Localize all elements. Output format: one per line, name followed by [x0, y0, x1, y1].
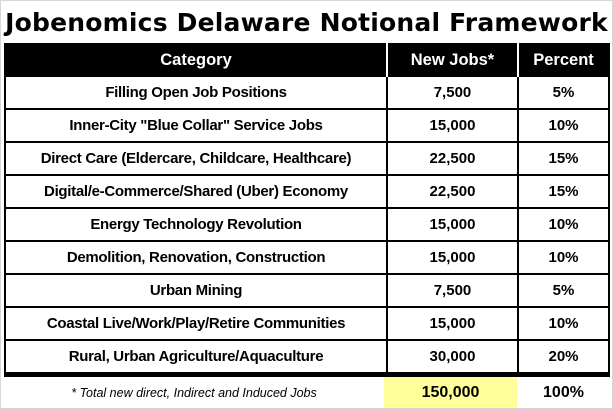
- percent-cell: 20%: [517, 341, 608, 372]
- table-row: Direct Care (Eldercare, Childcare, Healt…: [4, 143, 610, 176]
- table-total-row: * Total new direct, Indirect and Induced…: [4, 377, 610, 408]
- new-jobs-cell: 15,000: [386, 209, 517, 240]
- percent-cell: 5%: [517, 77, 608, 108]
- category-cell: Inner-City "Blue Collar" Service Jobs: [69, 117, 323, 134]
- category-cell: Urban Mining: [149, 282, 243, 299]
- percent-cell: 10%: [517, 110, 608, 141]
- framework-table: Category New Jobs* Percent Filling Open …: [4, 43, 610, 374]
- category-cell: Demolition, Renovation, Construction: [66, 249, 326, 266]
- header-category: Category: [160, 50, 232, 69]
- header-percent: Percent: [517, 43, 608, 77]
- footnote-text: * Total new direct, Indirect and Induced…: [71, 385, 317, 400]
- percent-cell: 5%: [517, 275, 608, 306]
- table-header-row: Category New Jobs* Percent: [4, 43, 610, 77]
- new-jobs-cell: 22,500: [386, 176, 517, 207]
- percent-cell: 15%: [517, 143, 608, 174]
- total-new-jobs-cell: 150,000: [384, 377, 517, 408]
- category-cell: Digital/e-Commerce/Shared (Uber) Economy: [44, 183, 348, 200]
- page-title: Jobenomics Delaware Notional Framework: [5, 7, 608, 37]
- total-separator-rule: [4, 374, 610, 377]
- category-cell: Direct Care (Eldercare, Childcare, Healt…: [40, 150, 352, 167]
- total-percent-cell: 100%: [543, 383, 584, 401]
- category-cell: Energy Technology Revolution: [90, 216, 302, 233]
- header-new-jobs: New Jobs*: [386, 43, 517, 77]
- percent-cell: 10%: [517, 308, 608, 339]
- new-jobs-cell: 30,000: [386, 341, 517, 372]
- table-row: Filling Open Job Positions 7,500 5%: [4, 77, 610, 110]
- new-jobs-cell: 7,500: [386, 275, 517, 306]
- table-row: Digital/e-Commerce/Shared (Uber) Economy…: [4, 176, 610, 209]
- new-jobs-cell: 7,500: [386, 77, 517, 108]
- percent-cell: 10%: [517, 242, 608, 273]
- category-cell: Filling Open Job Positions: [105, 84, 287, 101]
- table-row: Demolition, Renovation, Construction 15,…: [4, 242, 610, 275]
- category-cell: Rural, Urban Agriculture/Aquaculture: [68, 348, 324, 365]
- table-row: Energy Technology Revolution 15,000 10%: [4, 209, 610, 242]
- new-jobs-cell: 15,000: [386, 110, 517, 141]
- new-jobs-cell: 22,500: [386, 143, 517, 174]
- table-row: Inner-City "Blue Collar" Service Jobs 15…: [4, 110, 610, 143]
- new-jobs-cell: 15,000: [386, 308, 517, 339]
- table-row: Urban Mining 7,500 5%: [4, 275, 610, 308]
- table-row: Rural, Urban Agriculture/Aquaculture 30,…: [4, 341, 610, 374]
- percent-cell: 10%: [517, 209, 608, 240]
- category-cell: Coastal Live/Work/Play/Retire Communitie…: [46, 315, 346, 332]
- percent-cell: 15%: [517, 176, 608, 207]
- new-jobs-cell: 15,000: [386, 242, 517, 273]
- table-row: Coastal Live/Work/Play/Retire Communitie…: [4, 308, 610, 341]
